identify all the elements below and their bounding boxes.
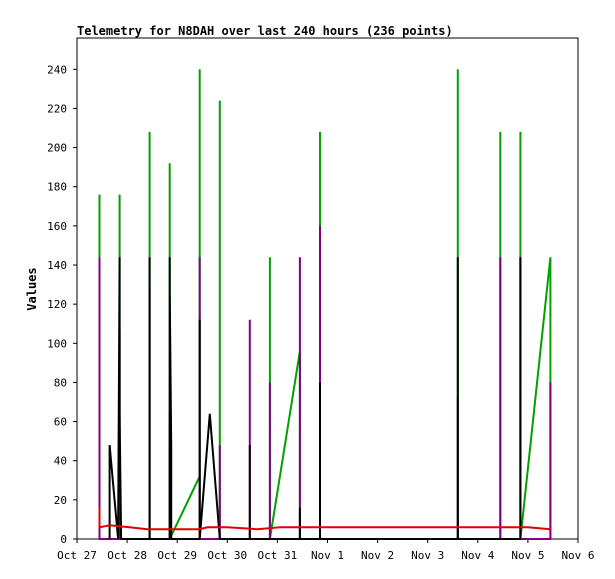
- series-line-1: [98, 69, 552, 540]
- y-tick-label: 240: [47, 63, 67, 76]
- y-tick-label: 40: [54, 455, 67, 468]
- y-tick-label: 120: [47, 298, 67, 311]
- y-tick-label: 80: [54, 376, 67, 389]
- x-tick-label: Nov 2: [361, 549, 394, 562]
- y-tick-label: 20: [54, 494, 67, 507]
- x-tick-label: Oct 30: [207, 549, 247, 562]
- y-tick-label: 180: [47, 181, 67, 194]
- x-tick-label: Oct 28: [107, 549, 147, 562]
- x-axis: Oct 27 Oct 28 Oct 29 Oct 30 Oct 31 Nov 1 Nov 2…: [57, 539, 595, 562]
- x-tick-label: Nov 4: [461, 549, 494, 562]
- x-tick-label: Nov 3: [411, 549, 444, 562]
- y-tick-label: 100: [47, 337, 67, 350]
- y-tick-label: 60: [54, 416, 67, 429]
- x-tick-label: Nov 5: [511, 549, 544, 562]
- x-tick-label: Oct 27: [57, 549, 97, 562]
- plot-area: [76, 37, 579, 540]
- chart-title: Telemetry for N8DAH over last 240 hours …: [77, 24, 453, 38]
- y-axis: 0 20 40 60 80 100 120 140 160 180 200 220 240: [47, 63, 77, 546]
- series-line-4: [98, 507, 551, 531]
- x-tick-label: Nov 1: [311, 549, 344, 562]
- y-tick-label: 0: [60, 533, 67, 546]
- series-line-2: [98, 225, 552, 540]
- y-tick-label: 160: [47, 220, 67, 233]
- series-line-3: [108, 257, 522, 540]
- series-layer: [98, 69, 552, 540]
- y-tick-label: 220: [47, 102, 67, 115]
- x-tick-label: Oct 31: [258, 549, 298, 562]
- y-tick-label: 200: [47, 142, 67, 155]
- x-tick-label: Oct 29: [157, 549, 197, 562]
- y-axis-label: Values: [25, 267, 39, 310]
- x-tick-label: Nov 6: [561, 549, 594, 562]
- y-tick-label: 140: [47, 259, 67, 272]
